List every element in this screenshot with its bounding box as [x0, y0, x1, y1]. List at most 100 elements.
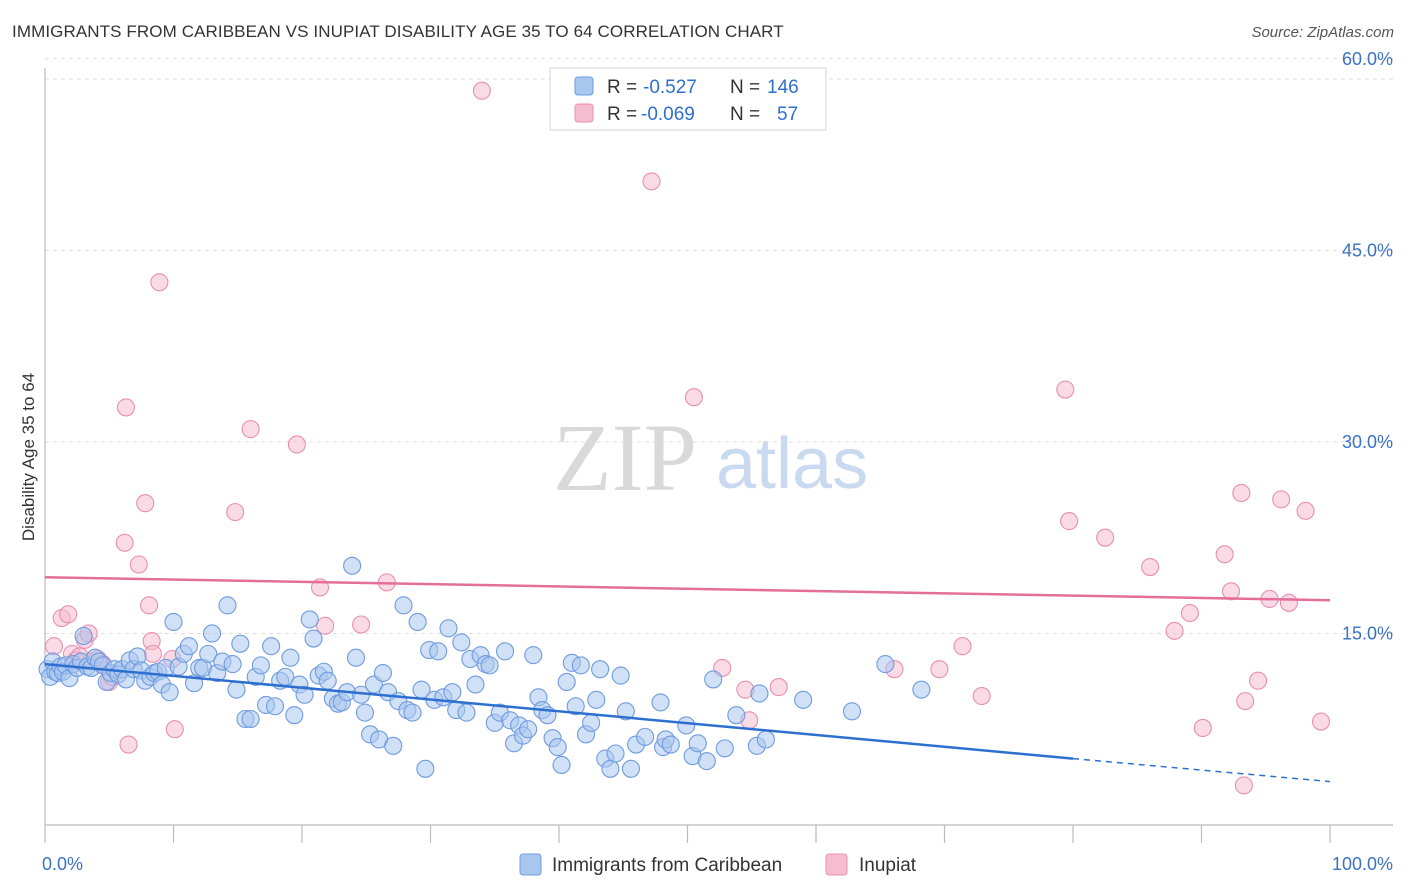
point-inupiat [972, 686, 991, 706]
point-caribbean [384, 736, 403, 755]
point-caribbean [677, 716, 696, 735]
point-caribbean [794, 690, 813, 709]
point-inupiat [150, 273, 169, 292]
axes [44, 68, 1393, 843]
point-caribbean [519, 720, 538, 739]
source-label: Source: ZipAtlas.com [1251, 24, 1394, 41]
point-caribbean [457, 703, 476, 722]
point-caribbean [227, 680, 246, 699]
point-caribbean [750, 684, 769, 703]
point-inupiat [953, 637, 972, 656]
point-caribbean [403, 703, 422, 722]
point-inupiat [1248, 671, 1268, 690]
point-caribbean [601, 759, 620, 778]
point-inupiat [1056, 380, 1075, 399]
watermark-atlas: atlas [716, 424, 868, 504]
point-caribbean [697, 752, 716, 771]
point-caribbean [164, 612, 183, 632]
trend-line-caribbean [44, 662, 1074, 760]
point-inupiat [1180, 603, 1199, 623]
point-inupiat [136, 494, 155, 513]
point-inupiat [472, 81, 491, 100]
legend-box: R = -0.527 N = 146 R = -0.069 N = 57 [549, 67, 827, 131]
point-caribbean [443, 683, 462, 702]
x-tick-labels: 0.0% 100.0% [42, 854, 1393, 874]
point-caribbean [571, 656, 590, 675]
data-points [38, 81, 1331, 795]
point-caribbean [231, 634, 250, 653]
point-inupiat [129, 555, 148, 574]
point-inupiat [1236, 692, 1255, 711]
legend-n-label-inupiat: N = [730, 104, 760, 125]
point-caribbean [300, 610, 319, 629]
point-caribbean [842, 702, 862, 721]
point-caribbean [429, 642, 448, 661]
y-tick-labels: 15.0% 30.0% 45.0% 60.0% [1342, 49, 1393, 644]
point-caribbean [452, 633, 471, 652]
trend-line-inupiat [44, 576, 1331, 602]
point-caribbean [295, 685, 314, 704]
legend-r-label-inupiat: R = [607, 104, 637, 125]
trend-lines [44, 576, 1331, 783]
point-caribbean [715, 739, 734, 758]
point-caribbean [548, 738, 567, 757]
point-inupiat [44, 637, 64, 656]
point-inupiat [59, 605, 78, 624]
point-inupiat [352, 615, 371, 634]
point-caribbean [727, 706, 746, 725]
point-inupiat [115, 533, 134, 552]
point-inupiat [316, 616, 335, 635]
bottom-legend-swatch-caribbean [519, 853, 542, 876]
point-inupiat [1215, 545, 1234, 564]
point-inupiat [1141, 557, 1160, 577]
point-inupiat [287, 435, 306, 454]
point-inupiat [1096, 528, 1115, 547]
point-caribbean [346, 648, 366, 667]
point-inupiat [226, 503, 245, 522]
point-inupiat [116, 398, 136, 417]
point-caribbean [416, 759, 435, 778]
point-caribbean [756, 730, 775, 749]
bottom-legend: Immigrants from Caribbean Inupiat [519, 853, 917, 876]
point-caribbean [651, 693, 670, 712]
legend-r-label-caribbean: R = [607, 77, 637, 98]
trend-line-caribbean-projection [1072, 757, 1331, 783]
point-caribbean [524, 646, 543, 665]
point-caribbean [408, 612, 427, 632]
y-tick-label: 60.0% [1342, 49, 1393, 69]
point-caribbean [160, 683, 179, 702]
point-caribbean [281, 648, 300, 667]
bottom-legend-swatch-inupiat [825, 853, 848, 876]
point-inupiat [140, 596, 159, 615]
point-caribbean [285, 706, 304, 725]
point-caribbean [466, 675, 485, 694]
point-caribbean [218, 596, 237, 615]
gridlines [45, 58, 1393, 634]
point-caribbean [661, 735, 680, 754]
point-caribbean [355, 703, 375, 722]
chart-title: IMMIGRANTS FROM CARIBBEAN VS INUPIAT DIS… [12, 22, 784, 41]
point-inupiat [930, 660, 949, 679]
watermark-zip: ZIP [553, 404, 697, 511]
legend-frame [549, 67, 827, 131]
point-inupiat [1234, 776, 1253, 795]
point-caribbean [591, 660, 610, 679]
y-tick-label: 45.0% [1342, 240, 1393, 260]
point-caribbean [557, 672, 576, 692]
x-tick-label-min: 0.0% [42, 854, 83, 874]
point-caribbean [552, 755, 571, 775]
point-inupiat [642, 172, 661, 191]
point-inupiat [165, 720, 184, 739]
point-inupiat [1222, 582, 1241, 601]
point-caribbean [611, 666, 630, 685]
point-caribbean [582, 713, 601, 732]
point-inupiat [1232, 483, 1251, 503]
point-caribbean [74, 626, 93, 646]
point-caribbean [304, 629, 323, 648]
point-caribbean [688, 734, 707, 753]
point-caribbean [566, 697, 585, 716]
y-axis-label: Disability Age 35 to 64 [19, 373, 38, 541]
point-inupiat [1060, 512, 1079, 531]
y-tick-label: 15.0% [1342, 623, 1393, 643]
point-caribbean [394, 596, 413, 615]
